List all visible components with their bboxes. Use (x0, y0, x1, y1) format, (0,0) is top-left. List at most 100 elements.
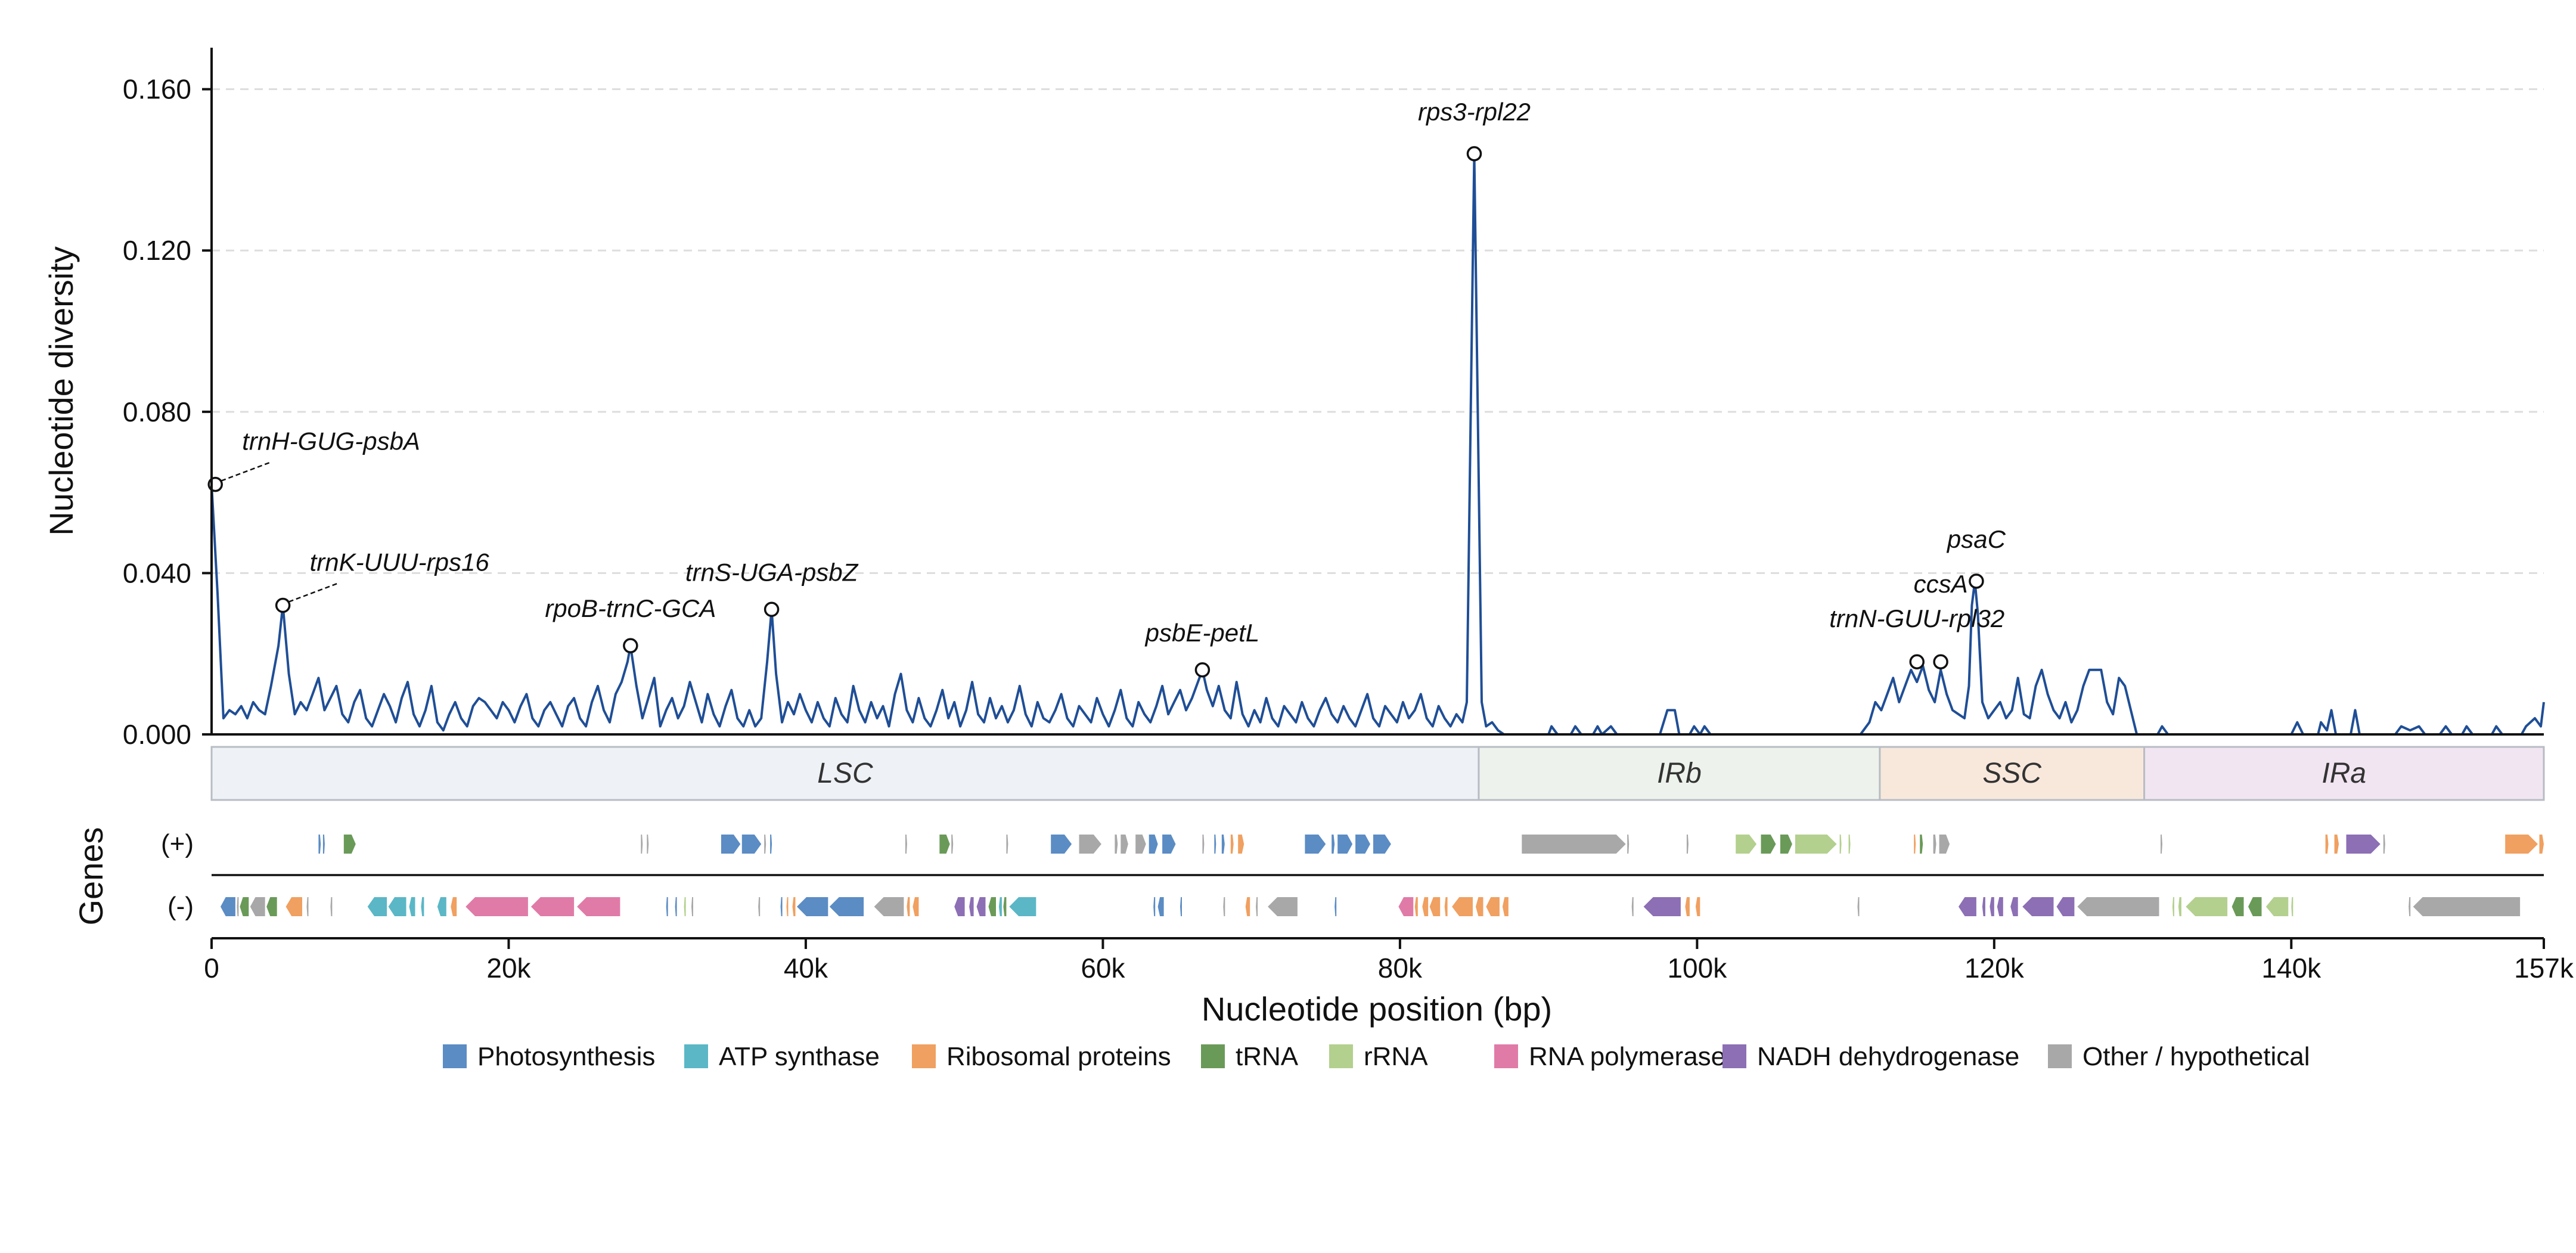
gene-rnapol (465, 897, 528, 916)
gene-other (1627, 835, 1630, 854)
gene-photosynthesis (829, 897, 864, 916)
gene-rnapol (530, 897, 575, 916)
genome-regions-track: LSC IRb SSC IRa (210, 746, 2545, 801)
legend-swatch-nadh (1722, 1044, 1746, 1068)
peak-annotation-label: ccsA (1914, 570, 1968, 598)
gene-other (306, 897, 309, 916)
gene-rrna (1839, 835, 1842, 854)
grid-lines (212, 88, 2544, 574)
gene-trna (343, 835, 356, 854)
legend-swatch-other (2048, 1044, 2072, 1068)
gene-rrna (2172, 897, 2174, 916)
gene-other (758, 897, 761, 916)
gene-trna (1761, 835, 1776, 854)
gene-ribosomal (1444, 897, 1448, 916)
genes-axis-label: Genes (72, 827, 110, 926)
gene-other (1522, 835, 1626, 854)
legend-label-nadh: NADH dehydrogenase (1757, 1042, 2019, 1071)
gene-photosynthesis (1157, 897, 1164, 916)
gene-nadh (1959, 897, 1976, 916)
gene-ribosomal (2334, 835, 2339, 854)
gene-other (1006, 835, 1008, 854)
legend-label-photosynthesis: Photosynthesis (477, 1042, 655, 1071)
gene-trna (1003, 897, 1007, 916)
gene-ribosomal (451, 897, 457, 916)
gene-other (2413, 897, 2521, 916)
gene-atp (388, 897, 406, 916)
y-tick-label: 0.160 (123, 74, 191, 105)
gene-rrna (1736, 835, 1757, 854)
gene-other (1631, 897, 1634, 916)
gene-photosynthesis (780, 897, 783, 916)
peak-marker (764, 601, 780, 618)
region-ira (2143, 746, 2545, 801)
gene-trna (2248, 897, 2262, 916)
gene-photosynthesis (797, 897, 828, 916)
peak-annotation-label: trnH-GUG-psbA (242, 427, 420, 455)
legend-swatch-atp (684, 1044, 708, 1068)
gene-other (1135, 835, 1146, 854)
legend-swatch-photosynthesis (443, 1044, 467, 1068)
peak-annotation-label: rpoB-trnC-GCA (545, 594, 716, 622)
axes (210, 48, 2544, 939)
gene-other (2409, 897, 2411, 916)
gene-ribosomal (2325, 835, 2329, 854)
y-axis-label: Nucleotide diversity (42, 246, 80, 536)
gene-rrna (1795, 835, 1837, 854)
gene-photosynthesis (1180, 897, 1182, 916)
x-tick-label: 120k (1964, 953, 2025, 984)
gene-other (1686, 835, 1689, 854)
gene-trna (266, 897, 277, 916)
legend-swatch-rnapol (1494, 1044, 1518, 1068)
gene-other (1202, 835, 1205, 854)
gene-ribosomal (1685, 897, 1690, 916)
gene-rrna (2186, 897, 2228, 916)
gene-other (1115, 835, 1118, 854)
gene-atp (421, 897, 424, 916)
diversity-line-layer (210, 152, 2545, 736)
gene-trna (939, 835, 950, 854)
gene-photosynthesis (1149, 835, 1158, 854)
plus-strand-label: (+) (161, 829, 194, 858)
gene-ribosomal (907, 897, 910, 916)
gene-nadh (1997, 897, 2003, 916)
gene-atp (409, 897, 415, 916)
diversity-series-line (210, 152, 2545, 736)
gene-other (641, 835, 643, 854)
gene-other (905, 835, 907, 854)
gene-ribosomal (1695, 897, 1700, 916)
gene-atp (367, 897, 387, 916)
gene-photosynthesis (322, 835, 325, 854)
peak-annotation-label: rps3-rpl22 (1418, 98, 1531, 126)
gene-photosynthesis (318, 835, 321, 854)
gene-ribosomal (1230, 835, 1234, 854)
peak-annotations: trnH-GUG-psbA trnK-UUU-rps16 rpoB-trnC-GCA… (207, 98, 2006, 678)
annotation-leader (288, 582, 340, 603)
gene-other (1268, 897, 1298, 916)
legend-label-ribosomal: Ribosomal proteins (946, 1042, 1171, 1071)
x-tick-label: 40k (784, 953, 828, 984)
gene-ribosomal (2539, 835, 2544, 854)
region-irb (1478, 746, 1881, 801)
gene-photosynthesis (666, 897, 668, 916)
gene-trna (2232, 897, 2244, 916)
gene-rrna (684, 897, 686, 916)
gene-nadh (2022, 897, 2054, 916)
gene-nadh (2010, 897, 2018, 916)
peak-marker (1969, 573, 1984, 589)
gene-rrna (2178, 897, 2181, 916)
gene-photosynthesis (1332, 835, 1335, 854)
region-lsc (210, 746, 1480, 801)
gene-other (1079, 835, 1101, 854)
x-tick-label: 60k (1081, 953, 1125, 984)
gene-track (212, 835, 2544, 916)
gene-other (1223, 897, 1225, 916)
peak-annotation-label: psaC (1946, 525, 2006, 553)
gene-ribosomal (913, 897, 919, 916)
gene-ribosomal (1486, 897, 1500, 916)
gene-ribosomal (1429, 897, 1441, 916)
gene-nadh (2056, 897, 2075, 916)
gene-photosynthesis (1162, 835, 1176, 854)
gene-rnapol (1398, 897, 1414, 916)
